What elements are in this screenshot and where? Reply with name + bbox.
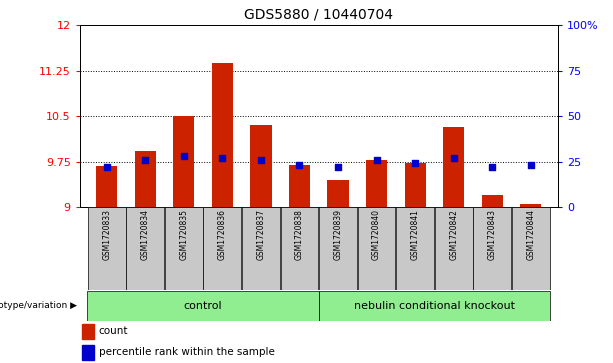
Text: GSM1720842: GSM1720842	[449, 209, 459, 260]
Title: GDS5880 / 10440704: GDS5880 / 10440704	[244, 8, 394, 21]
Bar	[281, 207, 318, 290]
Bar	[512, 207, 550, 290]
Bar	[204, 207, 242, 290]
Bar	[443, 127, 464, 207]
Bar	[173, 116, 194, 207]
Text: GSM1720836: GSM1720836	[218, 209, 227, 260]
Text: count: count	[99, 326, 128, 337]
Bar	[319, 291, 550, 321]
Bar	[88, 207, 126, 290]
Text: GSM1720835: GSM1720835	[179, 209, 188, 260]
Point	[102, 164, 112, 170]
Point	[140, 157, 150, 163]
Text: GSM1720838: GSM1720838	[295, 209, 304, 260]
Text: GSM1720837: GSM1720837	[256, 209, 265, 260]
Text: genotype/variation ▶: genotype/variation ▶	[0, 301, 77, 310]
Text: GSM1720840: GSM1720840	[372, 209, 381, 260]
Point	[487, 164, 497, 170]
Bar	[358, 207, 395, 290]
Point	[256, 157, 266, 163]
Point	[526, 162, 536, 168]
Bar	[88, 291, 319, 321]
Text: GSM1720834: GSM1720834	[141, 209, 150, 260]
Bar	[289, 164, 310, 207]
Point	[295, 162, 305, 168]
Text: control: control	[184, 301, 223, 311]
Bar	[82, 345, 94, 360]
Point	[449, 155, 459, 161]
Text: nebulin conditional knockout: nebulin conditional knockout	[354, 301, 515, 311]
Bar	[250, 125, 272, 207]
Bar	[482, 195, 503, 207]
Bar	[405, 163, 426, 207]
Text: GSM1720844: GSM1720844	[527, 209, 535, 260]
Text: GSM1720841: GSM1720841	[411, 209, 420, 260]
Point	[410, 160, 420, 166]
Bar	[96, 166, 117, 207]
Point	[218, 155, 227, 161]
Bar	[327, 180, 349, 207]
Text: GSM1720839: GSM1720839	[333, 209, 343, 260]
Point	[333, 164, 343, 170]
Bar	[82, 324, 94, 339]
Bar	[126, 207, 164, 290]
Bar	[135, 151, 156, 207]
Point	[371, 157, 381, 163]
Bar	[242, 207, 280, 290]
Bar	[319, 207, 357, 290]
Bar	[165, 207, 203, 290]
Bar	[211, 63, 233, 207]
Text: percentile rank within the sample: percentile rank within the sample	[99, 347, 275, 357]
Bar	[366, 160, 387, 207]
Point	[179, 153, 189, 159]
Text: GSM1720833: GSM1720833	[102, 209, 111, 260]
Bar	[396, 207, 434, 290]
Bar	[435, 207, 473, 290]
Text: GSM1720843: GSM1720843	[488, 209, 497, 260]
Bar	[520, 204, 541, 207]
Bar	[473, 207, 511, 290]
